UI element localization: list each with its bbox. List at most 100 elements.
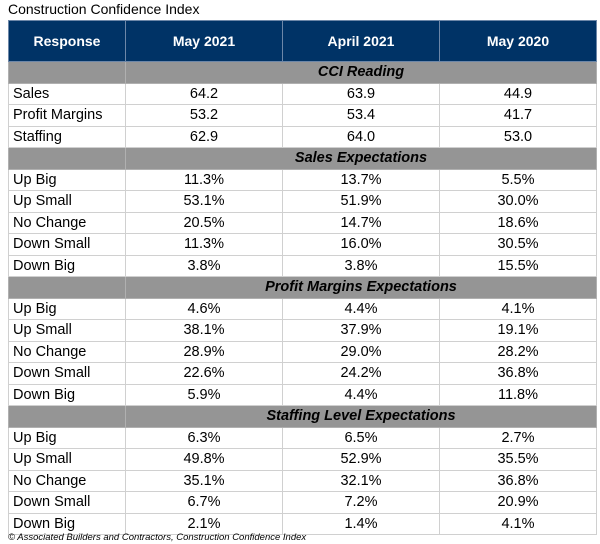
value-cell: 2.7% — [439, 426, 597, 449]
value-cell: 6.5% — [282, 426, 440, 449]
table-row: Up Big 4.6% 4.4% 4.1% — [8, 297, 597, 320]
section-title: Staffing Level Expectations — [125, 405, 597, 428]
value-cell: 3.8% — [282, 254, 440, 277]
table-row: Down Small 22.6% 24.2% 36.8% — [8, 362, 597, 385]
value-cell: 64.0 — [282, 125, 440, 148]
row-label: Up Big — [8, 168, 126, 191]
value-cell: 11.3% — [125, 233, 283, 256]
value-cell: 49.8% — [125, 448, 283, 471]
value-cell: 62.9 — [125, 125, 283, 148]
row-label: Up Small — [8, 448, 126, 471]
copyright-footer: © Associated Builders and Contractors, C… — [8, 532, 307, 543]
row-label: Profit Margins — [8, 104, 126, 127]
row-label: Up Big — [8, 297, 126, 320]
table-row: Sales 64.2 63.9 44.9 — [8, 82, 597, 105]
value-cell: 13.7% — [282, 168, 440, 191]
row-label: No Change — [8, 340, 126, 363]
row-label: Up Big — [8, 426, 126, 449]
section-header-row: Sales Expectations — [8, 147, 597, 170]
value-cell: 20.9% — [439, 491, 597, 514]
row-label: Down Small — [8, 233, 126, 256]
table-row: Up Small 38.1% 37.9% 19.1% — [8, 319, 597, 342]
row-label: Down Small — [8, 362, 126, 385]
row-label: Down Small — [8, 491, 126, 514]
value-cell: 38.1% — [125, 319, 283, 342]
value-cell: 15.5% — [439, 254, 597, 277]
value-cell: 53.4 — [282, 104, 440, 127]
row-label: Up Small — [8, 190, 126, 213]
row-label: Down Big — [8, 383, 126, 406]
value-cell: 35.5% — [439, 448, 597, 471]
value-cell: 11.3% — [125, 168, 283, 191]
value-cell: 6.3% — [125, 426, 283, 449]
column-header: Response — [8, 20, 126, 62]
value-cell: 30.5% — [439, 233, 597, 256]
value-cell: 7.2% — [282, 491, 440, 514]
cci-table: Response May 2021 April 2021 May 2020 CCI R… — [8, 20, 597, 535]
value-cell: 4.4% — [282, 297, 440, 320]
table-row: No Change 20.5% 14.7% 18.6% — [8, 211, 597, 234]
value-cell: 53.1% — [125, 190, 283, 213]
row-label: Sales — [8, 82, 126, 105]
column-header: April 2021 — [282, 20, 440, 62]
table-row: Down Big 2.1% 1.4% 4.1% — [8, 512, 597, 535]
table-row: Down Big 5.9% 4.4% 11.8% — [8, 383, 597, 406]
section-blank-cell — [8, 147, 126, 170]
section-blank-cell — [8, 405, 126, 428]
table-title: Construction Confidence Index — [8, 1, 200, 17]
value-cell: 20.5% — [125, 211, 283, 234]
section-header-row: Profit Margins Expectations — [8, 276, 597, 299]
value-cell: 29.0% — [282, 340, 440, 363]
row-label: Staffing — [8, 125, 126, 148]
section-title: Profit Margins Expectations — [125, 276, 597, 299]
row-label: Down Big — [8, 512, 126, 535]
value-cell: 36.8% — [439, 362, 597, 385]
value-cell: 11.8% — [439, 383, 597, 406]
value-cell: 1.4% — [282, 512, 440, 535]
value-cell: 51.9% — [282, 190, 440, 213]
table-row: Up Small 53.1% 51.9% 30.0% — [8, 190, 597, 213]
value-cell: 30.0% — [439, 190, 597, 213]
row-label: Up Small — [8, 319, 126, 342]
column-header: May 2020 — [439, 20, 597, 62]
column-header: May 2021 — [125, 20, 283, 62]
value-cell: 52.9% — [282, 448, 440, 471]
table-row: Down Big 3.8% 3.8% 15.5% — [8, 254, 597, 277]
row-label: No Change — [8, 211, 126, 234]
value-cell: 4.6% — [125, 297, 283, 320]
value-cell: 41.7 — [439, 104, 597, 127]
value-cell: 63.9 — [282, 82, 440, 105]
value-cell: 19.1% — [439, 319, 597, 342]
value-cell: 4.1% — [439, 512, 597, 535]
value-cell: 6.7% — [125, 491, 283, 514]
table-row: Up Big 11.3% 13.7% 5.5% — [8, 168, 597, 191]
section-title: CCI Reading — [125, 61, 597, 84]
table-row: Profit Margins 53.2 53.4 41.7 — [8, 104, 597, 127]
value-cell: 3.8% — [125, 254, 283, 277]
table-row: Down Small 11.3% 16.0% 30.5% — [8, 233, 597, 256]
value-cell: 53.0 — [439, 125, 597, 148]
table-row: Up Small 49.8% 52.9% 35.5% — [8, 448, 597, 471]
value-cell: 32.1% — [282, 469, 440, 492]
value-cell: 22.6% — [125, 362, 283, 385]
value-cell: 5.5% — [439, 168, 597, 191]
table-row: Staffing 62.9 64.0 53.0 — [8, 125, 597, 148]
row-label: Down Big — [8, 254, 126, 277]
section-title: Sales Expectations — [125, 147, 597, 170]
table-row: Down Small 6.7% 7.2% 20.9% — [8, 491, 597, 514]
value-cell: 64.2 — [125, 82, 283, 105]
section-blank-cell — [8, 276, 126, 299]
section-blank-cell — [8, 61, 126, 84]
value-cell: 35.1% — [125, 469, 283, 492]
value-cell: 14.7% — [282, 211, 440, 234]
value-cell: 37.9% — [282, 319, 440, 342]
table-row: No Change 28.9% 29.0% 28.2% — [8, 340, 597, 363]
section-header-row: CCI Reading — [8, 61, 597, 84]
value-cell: 28.9% — [125, 340, 283, 363]
section-header-row: Staffing Level Expectations — [8, 405, 597, 428]
value-cell: 44.9 — [439, 82, 597, 105]
value-cell: 28.2% — [439, 340, 597, 363]
value-cell: 36.8% — [439, 469, 597, 492]
value-cell: 18.6% — [439, 211, 597, 234]
table-row: No Change 35.1% 32.1% 36.8% — [8, 469, 597, 492]
